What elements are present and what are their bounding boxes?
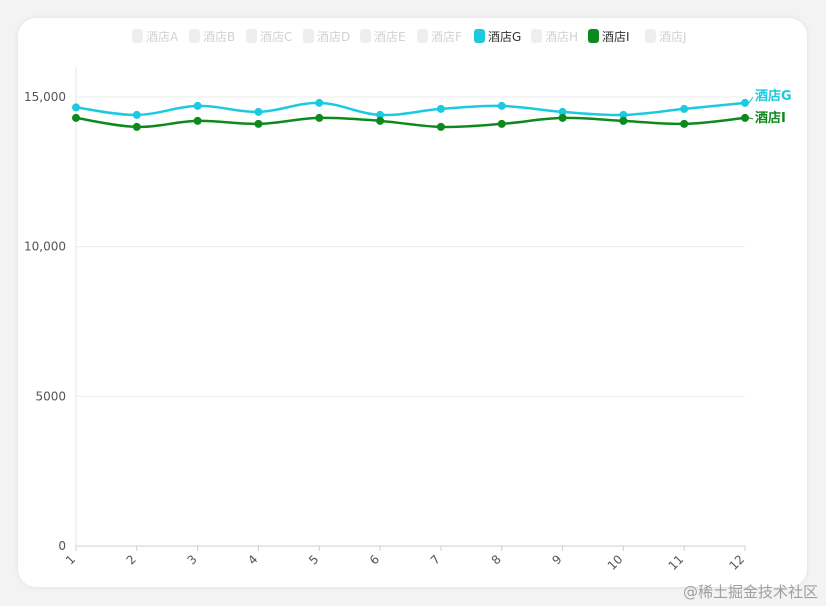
legend-swatch [132, 29, 143, 43]
x-tick-label: 3 [184, 552, 199, 567]
legend-item[interactable]: 酒店F [417, 29, 462, 44]
x-tick-label: 11 [666, 552, 687, 573]
grid-lines [76, 96, 745, 547]
y-tick-label: 5000 [35, 389, 66, 403]
x-tick-label: 1 [63, 552, 78, 567]
legend-item[interactable]: 酒店G [474, 29, 521, 44]
x-tick-label: 6 [367, 552, 382, 567]
data-point [315, 98, 324, 107]
y-axis: 0 5000 10,000 15,000 [24, 67, 77, 553]
legend-swatch [189, 29, 200, 43]
data-point [132, 110, 141, 119]
legend-item[interactable]: 酒店H [531, 29, 578, 44]
legend-item[interactable]: 酒店E [360, 29, 406, 44]
x-tick-label: 9 [549, 552, 564, 567]
data-point [680, 119, 689, 128]
x-tick-label: 5 [306, 552, 321, 567]
series-line [75, 116, 746, 129]
legend-label: 酒店F [431, 30, 462, 44]
series-group: 酒店G 酒店I [72, 88, 792, 131]
legend-swatch [588, 29, 599, 43]
x-tick-label: 10 [605, 552, 626, 573]
legend-label: 酒店J [659, 30, 687, 44]
x-tick-label: 4 [245, 552, 260, 567]
data-point [254, 107, 263, 116]
data-point [193, 116, 202, 125]
legend-item[interactable]: 酒店J [645, 29, 687, 44]
data-point [72, 103, 80, 112]
end-label-connector [748, 96, 754, 104]
x-tick-label: 12 [726, 552, 747, 573]
data-point [497, 101, 506, 110]
data-point [193, 101, 202, 110]
legend-label: 酒店A [146, 30, 179, 44]
data-point [132, 122, 141, 131]
data-point [72, 113, 80, 122]
data-point [436, 122, 445, 131]
series-line [75, 101, 746, 117]
legend-item[interactable]: 酒店C [246, 29, 292, 44]
data-point [436, 104, 445, 113]
x-tick-label: 8 [489, 552, 504, 567]
watermark: @稀土掘金技术社区 [682, 583, 818, 601]
data-point [497, 119, 506, 128]
data-point [741, 113, 749, 122]
legend-item[interactable]: 酒店B [189, 29, 235, 44]
y-tick-label: 10,000 [24, 240, 66, 254]
x-axis: 1 2 3 4 5 6 7 8 9 10 11 12 [63, 545, 747, 573]
data-point [680, 104, 689, 113]
legend-label: 酒店D [317, 30, 350, 44]
series-end-label: 酒店I [755, 110, 786, 126]
legend-item[interactable]: 酒店I [588, 29, 630, 44]
legend-label: 酒店E [374, 30, 406, 44]
legend-swatch [417, 29, 428, 43]
legend-swatch [474, 29, 485, 43]
y-tick-label: 15,000 [24, 90, 66, 104]
legend: 酒店A 酒店B 酒店C 酒店D 酒店E 酒店F 酒店G 酒店H 酒店I 酒店J [132, 29, 687, 44]
x-tick-label: 2 [124, 552, 139, 567]
x-tick-label: 7 [428, 552, 443, 567]
legend-label: 酒店G [488, 30, 521, 44]
y-tick-label: 0 [58, 539, 66, 553]
series-end-label: 酒店G [755, 88, 792, 104]
data-point [315, 113, 324, 122]
legend-label: 酒店I [602, 30, 630, 44]
legend-swatch [645, 29, 656, 43]
data-point [619, 116, 628, 125]
data-point [254, 119, 263, 128]
series-2: 酒店I [72, 110, 786, 131]
legend-label: 酒店H [545, 30, 578, 44]
data-point [741, 98, 749, 107]
data-point [376, 116, 385, 125]
legend-item[interactable]: 酒店D [303, 29, 350, 44]
data-point [558, 113, 567, 122]
legend-label: 酒店B [203, 30, 235, 44]
legend-swatch [531, 29, 542, 43]
legend-swatch [303, 29, 314, 43]
end-label-connector [748, 117, 754, 120]
legend-swatch [360, 29, 371, 43]
legend-swatch [246, 29, 257, 43]
legend-label: 酒店C [260, 30, 292, 44]
series-1: 酒店G [72, 88, 792, 119]
legend-item[interactable]: 酒店A [132, 29, 179, 44]
